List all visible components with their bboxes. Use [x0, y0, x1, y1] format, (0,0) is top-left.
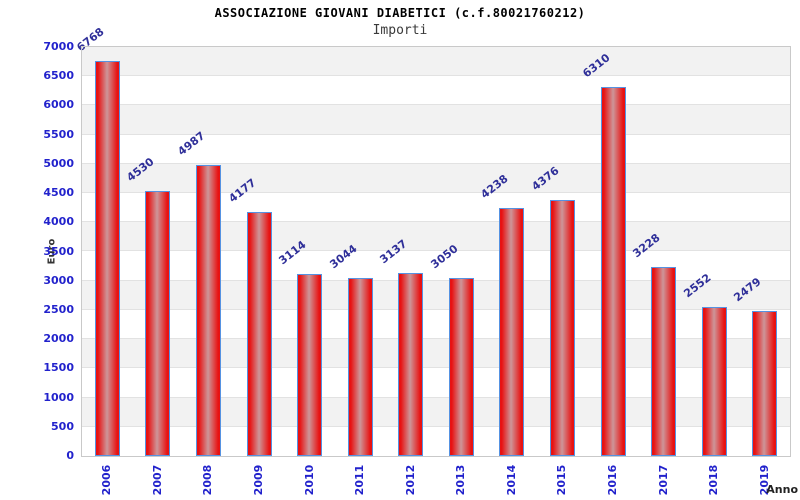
bar [94, 60, 120, 456]
bar [398, 272, 424, 456]
x-tick-label: 2017 [656, 464, 670, 496]
chart-title: ASSOCIAZIONE GIOVANI DIABETICI (c.f.8002… [214, 6, 586, 20]
x-tick-label: 2012 [403, 464, 417, 496]
x-tick-label: 2009 [252, 464, 265, 496]
x-tick-label: 2016 [606, 464, 619, 496]
gridline-band [82, 309, 790, 340]
x-tick-label: 2015 [555, 464, 569, 496]
y-tick-label: 7000 [43, 40, 74, 53]
plot-area [82, 47, 790, 456]
y-tick-label: 0 [66, 449, 74, 462]
gridline-band [82, 105, 790, 135]
y-tick-label: 6500 [43, 69, 74, 83]
gridline-band [82, 193, 790, 223]
bar [297, 274, 323, 456]
y-tick-label: 2000 [43, 332, 74, 346]
y-tick-label: 5000 [43, 156, 74, 170]
gridline-band [82, 47, 790, 77]
x-tick-label: 2007 [150, 464, 164, 496]
bar [195, 164, 221, 456]
x-tick-label: 2013 [454, 464, 468, 496]
y-tick-label: 4500 [43, 186, 74, 200]
y-tick-label: 500 [51, 419, 74, 433]
x-axis-title: Anno [766, 483, 798, 496]
gridline-band [82, 134, 790, 164]
x-tick-label: 2011 [353, 464, 367, 496]
y-tick-label: 3000 [43, 273, 74, 287]
chart-subtitle: Importi [372, 23, 428, 38]
y-tick-label: 3500 [43, 244, 74, 258]
y-tick-label: 2500 [43, 302, 74, 316]
gridline-band [82, 222, 790, 252]
gridline-band [82, 339, 790, 369]
gridline-band [82, 163, 790, 194]
bar [752, 311, 778, 456]
y-tick-label: 4000 [43, 215, 74, 229]
y-tick-label: 1500 [43, 361, 74, 375]
gridline-band [82, 280, 790, 310]
gridline-band [82, 426, 790, 456]
y-tick-label: 1000 [43, 390, 74, 404]
bar [246, 211, 272, 456]
x-tick-label: 2014 [504, 464, 518, 496]
bar [600, 87, 626, 456]
bar [549, 200, 575, 456]
x-tick-label: 2006 [100, 464, 114, 496]
gridline-band [82, 397, 790, 427]
gridline-band [82, 368, 790, 398]
gridline-band [82, 76, 790, 106]
bar [448, 277, 474, 456]
y-tick-label: 6000 [43, 98, 74, 112]
bar [347, 278, 373, 456]
bar [145, 191, 171, 456]
y-tick-label: 5500 [43, 127, 74, 141]
x-tick-label: 2008 [201, 464, 215, 496]
x-tick-label: 2010 [302, 464, 316, 496]
bar [651, 267, 677, 456]
bar [499, 208, 525, 456]
x-tick-label: 2018 [707, 464, 721, 496]
bar [701, 306, 727, 456]
